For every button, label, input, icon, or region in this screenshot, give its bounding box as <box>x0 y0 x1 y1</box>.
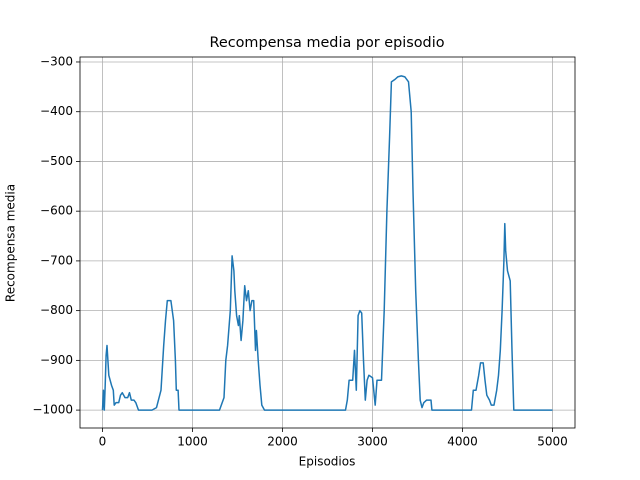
y-tick-label: −800 <box>40 303 73 317</box>
x-tick-label: 0 <box>99 435 107 449</box>
y-tick-label: −300 <box>40 54 73 68</box>
x-tick-label: 2000 <box>267 435 298 449</box>
line <box>101 75 553 411</box>
y-tick-label: −1000 <box>32 403 73 417</box>
plot-frame <box>79 56 576 429</box>
x-axis-label: Episodios <box>299 455 356 469</box>
x-tick-label: 1000 <box>177 435 208 449</box>
x-tick-label: 3000 <box>357 435 388 449</box>
chart-title: Recompensa media por episodio <box>210 35 445 51</box>
y-tick-label: −700 <box>40 253 73 267</box>
x-tick-label: 4000 <box>447 435 478 449</box>
y-axis-label: Recompensa media <box>4 184 18 302</box>
x-tick-label: 5000 <box>537 435 568 449</box>
y-tick-label: −500 <box>40 154 73 168</box>
y-tick-label: −900 <box>40 353 73 367</box>
y-tick-label: −400 <box>40 104 73 118</box>
y-tick-label: −600 <box>40 204 73 218</box>
